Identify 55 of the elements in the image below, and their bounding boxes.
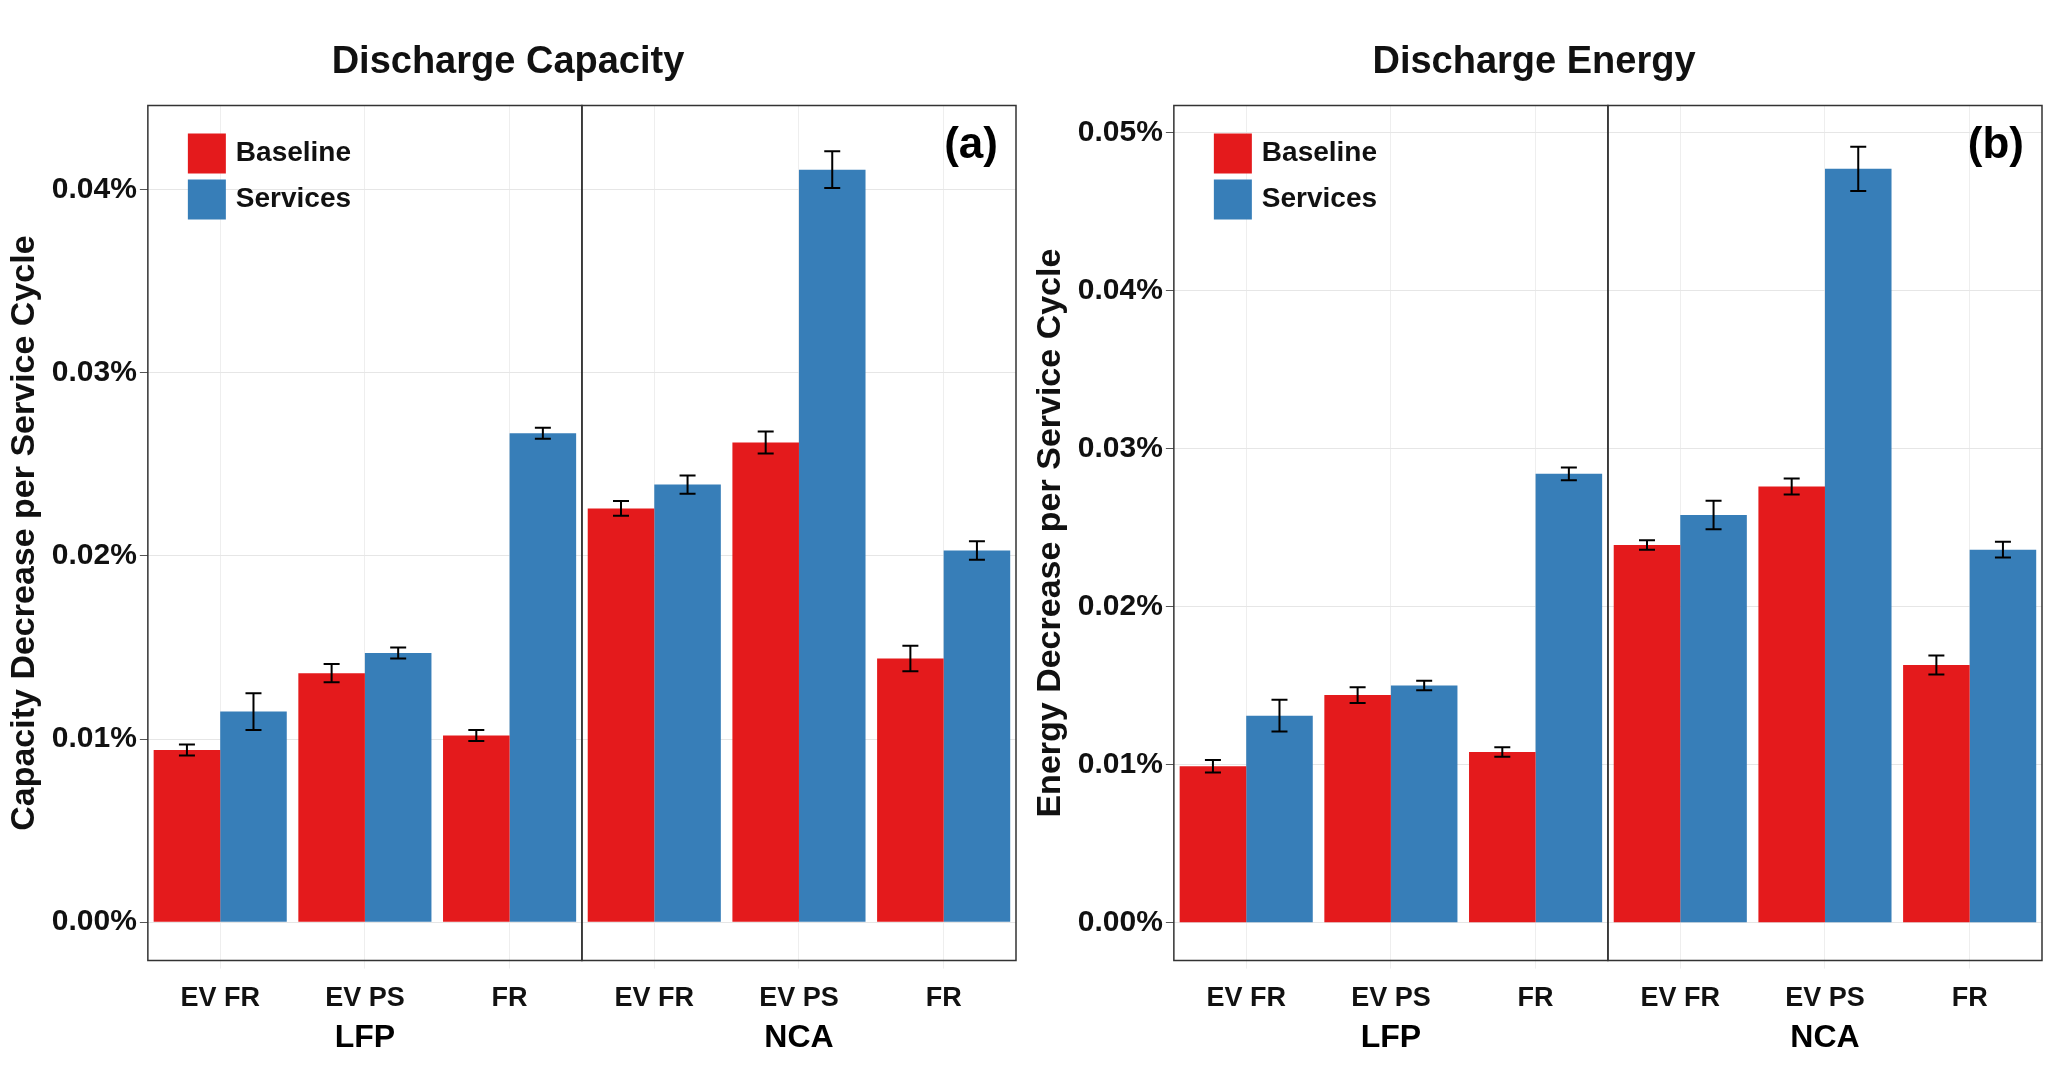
bar [153,750,221,922]
bar [877,658,944,922]
bar [587,508,655,922]
text: LFP [334,1018,396,1055]
bar [732,442,799,922]
x-tick-label: FR [925,982,962,1013]
y-axis-title: Energy Decrease per Service Cycle [1028,248,1067,818]
legend-label: Services [235,182,352,214]
annotation: (a) [944,117,998,167]
y-tick-label: 0.01% [51,720,137,754]
y-tick-label: 0.01% [1077,745,1163,779]
x-tick-label: FR [491,982,528,1013]
legend-label: Baseline [235,136,352,168]
text: LFP [1360,1018,1422,1055]
y-tick-label: 0.02% [51,537,137,571]
x-tick-label: EV PS [1351,982,1431,1013]
x-tick-label: EV FR [614,982,695,1013]
text: NCA [1790,1018,1860,1055]
bar [798,169,866,922]
x-tick-label: EV PS [1785,982,1865,1013]
bar [1903,665,1970,923]
bar [1680,514,1747,923]
bar [509,433,577,922]
chart-title: Discharge Capacity [331,39,685,82]
chart-title: Discharge Energy [1372,39,1696,82]
y-tick-label: 0.00% [51,903,137,937]
bar [298,673,365,922]
bar [220,711,287,922]
bar [443,735,510,922]
y-tick-label: 0.05% [1077,113,1163,147]
legend-label: Baseline [1261,136,1378,168]
bar [654,484,721,922]
bar [364,653,432,922]
y-tick-label: 0.04% [1077,271,1163,305]
legend-label: Services [1261,182,1378,214]
y-tick-label: 0.03% [1077,429,1163,463]
y-tick-label: 0.04% [51,171,137,205]
y-axis-title: Capacity Decrease per Service Cycle [2,235,41,831]
x-tick-label: EV PS [759,982,839,1013]
y-tick-label: 0.00% [1077,903,1163,937]
x-tick-label: FR [1951,982,1988,1013]
bar [1824,168,1892,923]
x-tick-label: EV FR [1640,982,1721,1013]
text: NCA [764,1018,834,1055]
x-tick-label: FR [1517,982,1554,1013]
y-tick-label: 0.03% [51,354,137,388]
annotation: (b) [1967,117,2024,167]
x-tick-label: EV FR [180,982,260,1013]
x-tick-label: EV PS [325,982,405,1013]
bar [1758,486,1825,923]
bar [943,550,1011,922]
bar [1969,549,2037,923]
bar [1613,544,1681,923]
y-tick-label: 0.02% [1077,587,1163,621]
x-tick-label: EV FR [1206,982,1286,1013]
